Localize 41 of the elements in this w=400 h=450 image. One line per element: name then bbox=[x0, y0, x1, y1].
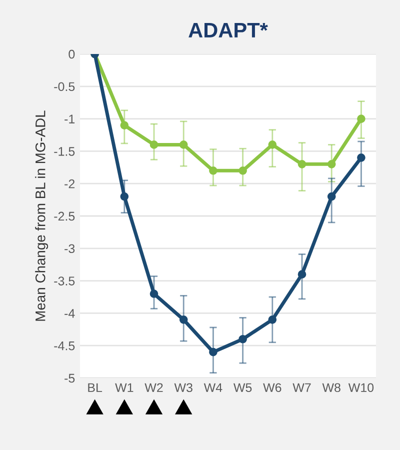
point bbox=[179, 316, 188, 324]
point bbox=[298, 270, 306, 278]
point bbox=[357, 154, 366, 162]
x-tick-label: BL bbox=[88, 383, 102, 392]
point bbox=[120, 192, 129, 201]
point bbox=[357, 114, 366, 123]
x-tick-label: W2 bbox=[144, 383, 163, 392]
point bbox=[209, 166, 218, 175]
point bbox=[179, 140, 188, 149]
x-tick-label: W7 bbox=[292, 383, 311, 392]
y-tick-label: -5 bbox=[64, 374, 75, 383]
x-tick-label: W6 bbox=[263, 383, 282, 392]
x-tick-label: W5 bbox=[233, 383, 252, 392]
y-tick-label: -4.5 bbox=[54, 342, 75, 350]
point bbox=[268, 140, 277, 149]
point bbox=[238, 334, 247, 344]
y-tick-label: -4 bbox=[64, 309, 75, 318]
point bbox=[238, 166, 247, 175]
y-tick-label: -3 bbox=[64, 244, 75, 254]
y-tick-label: -0.5 bbox=[54, 82, 75, 92]
point bbox=[268, 316, 277, 324]
x-tick-label: W1 bbox=[115, 383, 134, 392]
point bbox=[120, 121, 129, 130]
x-tick-label: W3 bbox=[174, 383, 192, 392]
chart-title: ADAPT* bbox=[188, 23, 268, 38]
point bbox=[327, 192, 336, 201]
x-tick-label: W10 bbox=[348, 383, 374, 392]
y-tick-label: 0 bbox=[68, 50, 75, 59]
y-tick-label: -2.5 bbox=[54, 212, 75, 221]
point bbox=[150, 290, 158, 298]
y-tick-label: -1.5 bbox=[54, 147, 75, 156]
point bbox=[298, 160, 306, 168]
x-tick-label: W8 bbox=[322, 383, 340, 392]
y-tick-label: -2 bbox=[64, 179, 75, 188]
y-tick-label: -3.5 bbox=[54, 276, 75, 286]
y-tick-label: -1 bbox=[64, 114, 75, 124]
point bbox=[209, 348, 218, 356]
y-axis-title: Mean Change from BL in MG-ADL bbox=[35, 110, 48, 321]
point bbox=[327, 160, 336, 168]
point bbox=[150, 140, 158, 149]
x-tick-label: W4 bbox=[204, 383, 222, 392]
